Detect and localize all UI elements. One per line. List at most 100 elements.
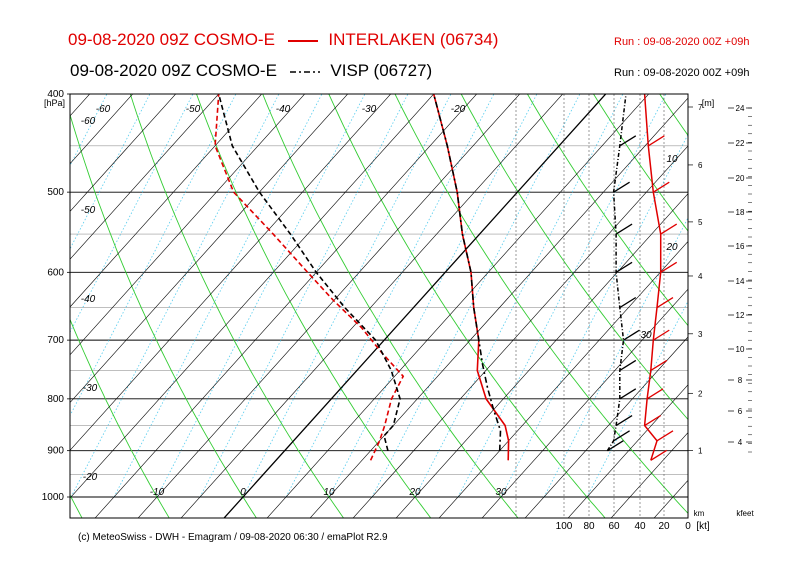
pressure-tick-label: 800 xyxy=(47,394,64,405)
isotherm-line xyxy=(524,336,688,518)
height-kft-axis-label: kfeet xyxy=(736,509,754,518)
mixing-ratio-line xyxy=(70,94,151,250)
temperature-label: 30 xyxy=(495,487,507,498)
legend-line-visp xyxy=(289,70,320,73)
temperature-label: -10 xyxy=(150,487,165,498)
pressure-tick-label: 700 xyxy=(47,335,64,346)
height-m-axis-label: [m] xyxy=(702,98,715,108)
grid-layer: -10 0 10 20 30 -60 -50 -40 -30 -20 -60 -50 -40 -30 -20 xyxy=(0,71,800,518)
wind-barb xyxy=(619,296,637,309)
mixing-ratio-line xyxy=(113,94,323,498)
title-visp: 09-08-2020 09Z COSMO-E VISP (06727) xyxy=(70,61,432,81)
dry-adiabat-line xyxy=(262,94,519,518)
height-kft-tick-label: 6 xyxy=(738,407,743,416)
wind-barb xyxy=(607,440,624,452)
mixing-ratio-line xyxy=(0,94,64,497)
temperature-label: -20 xyxy=(451,104,466,115)
run-label-interlaken: Run : 09-08-2020 00Z +09h xyxy=(614,36,750,48)
wind-barb xyxy=(656,296,674,309)
theta-label: -30 xyxy=(83,383,98,394)
wind-barb xyxy=(652,329,670,341)
wind-barb xyxy=(647,135,665,147)
isotherm-line xyxy=(70,94,263,308)
isotherm-line xyxy=(94,94,478,518)
legend-label-interlaken: INTERLAKEN (06734) xyxy=(328,30,499,49)
temperature-label: -50 xyxy=(186,104,201,115)
isotherm-line xyxy=(740,71,800,518)
isotherm-line xyxy=(70,94,220,260)
isotherm-line xyxy=(481,288,688,518)
temperature-label: -30 xyxy=(362,104,377,115)
isotherm-line xyxy=(223,94,607,518)
height-kft-tick-label: 16 xyxy=(736,242,745,251)
isotherm-line xyxy=(70,94,306,356)
dry-adiabat-line xyxy=(460,94,688,421)
wind-barb xyxy=(650,359,668,372)
theta-label: -60 xyxy=(81,116,96,127)
height-m-tick-label: 1 xyxy=(698,447,703,456)
wind-barb xyxy=(613,430,630,442)
temperature-label: 0 xyxy=(240,487,246,498)
pressure-tick-label: 1000 xyxy=(42,492,65,503)
mixing-ratio-line xyxy=(156,94,366,498)
isotherm-line xyxy=(180,94,564,518)
height-m-tick-label: 6 xyxy=(698,161,703,170)
height-kft-tick-label: 12 xyxy=(736,311,745,320)
wind-barb xyxy=(646,388,664,400)
wind-barb xyxy=(660,223,678,235)
mixing-ratio-line xyxy=(414,94,624,498)
temperature-label: 10 xyxy=(323,487,335,498)
temperature-label: -40 xyxy=(276,104,291,115)
isotherm-line xyxy=(70,94,349,404)
isotherm-line xyxy=(653,479,688,518)
wind-barb xyxy=(615,223,633,235)
height-m-tick-label: 7 xyxy=(698,103,703,112)
pressure-tick-label: 400 xyxy=(47,89,64,100)
wind-axis-tick-label: 80 xyxy=(583,521,595,532)
profiles-layer xyxy=(214,94,510,461)
temperature-line-visp xyxy=(432,94,502,451)
temperature-label: 20 xyxy=(408,487,421,498)
height-kft-tick-label: 4 xyxy=(738,438,743,447)
mixing-ratio-line xyxy=(199,94,409,498)
isotherm-line xyxy=(309,97,688,518)
isotherm-line xyxy=(697,71,800,518)
dry-adiabat-line xyxy=(196,94,432,518)
height-kft-tick-label: 8 xyxy=(738,376,743,385)
theta-label: -50 xyxy=(81,205,96,216)
dry-adiabat-line xyxy=(328,94,606,518)
dry-adiabat-line xyxy=(129,94,345,518)
dry-adiabat-line xyxy=(70,318,170,518)
mixing-ratio-line xyxy=(371,94,581,498)
height-m-tick-label: 3 xyxy=(698,330,703,339)
mixing-ratio-line xyxy=(70,94,237,417)
wind-axis-tick-label: 100 xyxy=(556,521,573,532)
mixing-ratio-line xyxy=(543,216,688,498)
isotherm-line xyxy=(438,240,688,518)
plot-frame xyxy=(69,93,689,519)
wind-profile-interlaken xyxy=(643,94,662,461)
height-kft-tick-label: 14 xyxy=(736,277,745,286)
wind-barb xyxy=(619,359,637,372)
wind-barb xyxy=(613,181,630,193)
wind-barb xyxy=(615,261,633,273)
mixing-ratio-line xyxy=(285,94,495,498)
legend-line-interlaken xyxy=(287,39,318,42)
pressure-tick-label: 900 xyxy=(47,446,64,457)
isotherm-line xyxy=(70,94,392,451)
pressure-axis-label: [hPa] xyxy=(44,98,65,108)
temperature-label: -60 xyxy=(96,104,111,115)
wind-barb xyxy=(626,94,628,95)
isotherm-line xyxy=(70,94,177,212)
isotherm-line xyxy=(395,193,688,518)
isotherm-line xyxy=(70,94,435,499)
mixing-ratio-line xyxy=(242,94,452,498)
run-label-visp: Run : 09-08-2020 00Z +09h xyxy=(614,67,750,79)
wind-profile-visp xyxy=(606,94,627,452)
wind-barb xyxy=(619,135,637,147)
wind-barb xyxy=(652,181,670,193)
height-m-tick-label: 2 xyxy=(698,389,703,398)
mixing-ratio-line xyxy=(0,94,21,497)
